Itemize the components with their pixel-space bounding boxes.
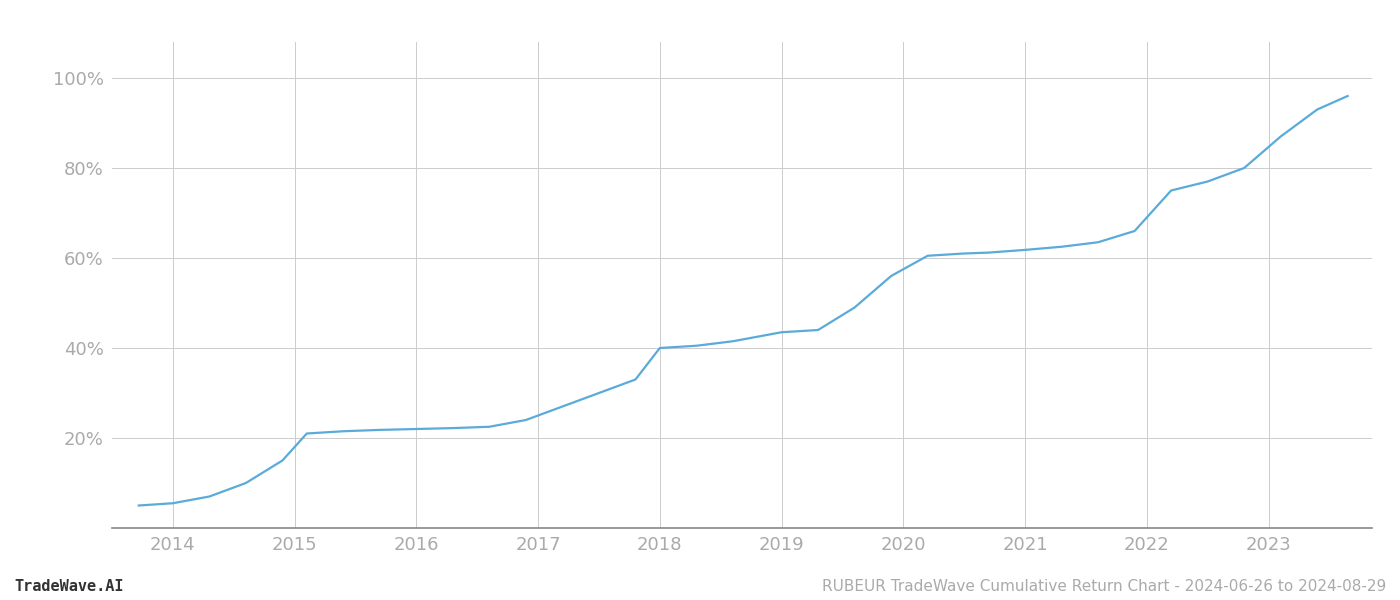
Text: TradeWave.AI: TradeWave.AI: [14, 579, 123, 594]
Text: RUBEUR TradeWave Cumulative Return Chart - 2024-06-26 to 2024-08-29: RUBEUR TradeWave Cumulative Return Chart…: [822, 579, 1386, 594]
